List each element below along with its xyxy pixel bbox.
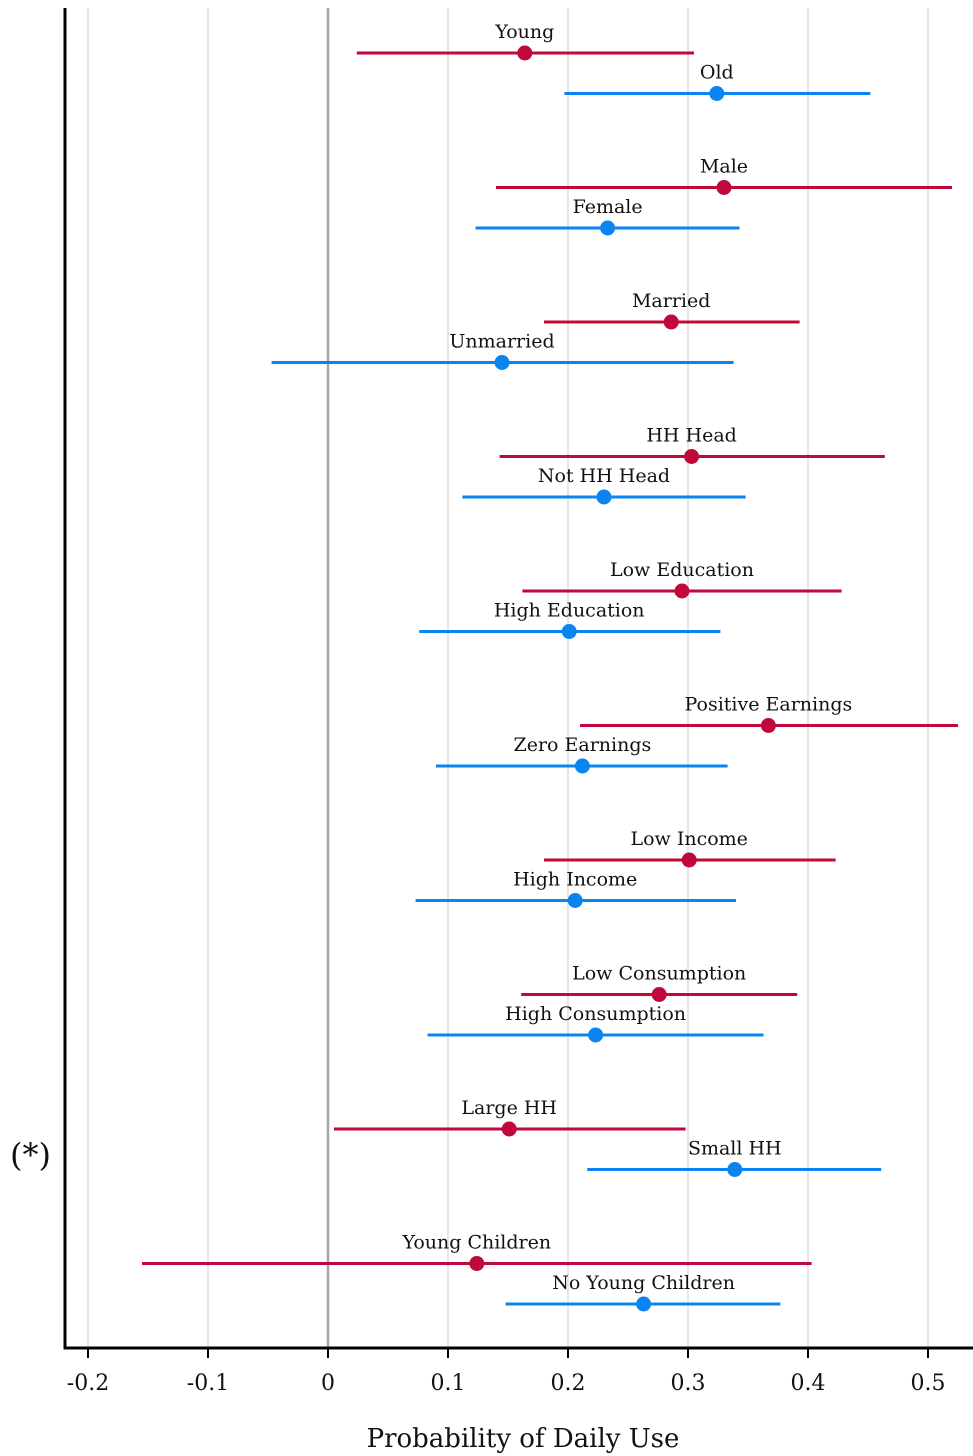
point-large-hh [501, 1121, 517, 1137]
gridlines [87, 8, 929, 1348]
tick-label-6: 0.4 [791, 1371, 826, 1396]
point-high-education [561, 624, 577, 639]
point-no-young-children [636, 1296, 652, 1312]
point-married [663, 314, 679, 330]
point-old [709, 86, 725, 101]
label-high-education: High Education [494, 600, 645, 622]
label-male: Male [700, 156, 748, 178]
point-low-education [674, 583, 690, 599]
label-unmarried: Unmarried [449, 331, 554, 353]
label-low-consumption: Low Consumption [572, 963, 746, 985]
point-low-income [681, 852, 697, 868]
tick-label-7: 0.5 [911, 1371, 946, 1396]
side-note: (*) [10, 1136, 51, 1174]
label-large-hh: Large HH [461, 1097, 557, 1119]
tick-label-1: -0.1 [187, 1371, 229, 1396]
label-low-income: Low Income [630, 828, 747, 850]
point-zero-earnings [574, 758, 590, 774]
point-young [517, 45, 533, 61]
label-female: Female [573, 196, 643, 218]
label-high-income: High Income [513, 869, 637, 891]
point-small-hh [727, 1162, 743, 1177]
tick-label-4: 0.2 [551, 1371, 586, 1396]
point-hh-head [684, 449, 700, 464]
label-married: Married [632, 290, 710, 312]
label-young: Young [494, 21, 554, 43]
tick-label-3: 0.1 [431, 1371, 466, 1396]
plot-marks: Young Old Male Female Married Unmarried HH Hea… [142, 21, 958, 1312]
point-not-hh-head [596, 489, 612, 505]
tick-label-5: 0.3 [671, 1371, 706, 1396]
point-unmarried [494, 355, 510, 370]
label-old: Old [700, 62, 734, 84]
label-no-young-children: No Young Children [552, 1272, 735, 1294]
label-zero-earnings: Zero Earnings [514, 734, 652, 756]
point-young-children [469, 1256, 485, 1271]
point-male [716, 180, 732, 195]
point-high-income [567, 893, 583, 908]
label-low-education: Low Education [610, 559, 754, 581]
label-hh-head: HH Head [646, 425, 736, 447]
label-positive-earnings: Positive Earnings [685, 694, 853, 716]
label-small-hh: Small HH [688, 1138, 782, 1160]
point-high-consumption [588, 1027, 604, 1043]
x-axis-ticks: -0.2 -0.1 0 0.1 0.2 0.3 0.4 0.5 [67, 1348, 946, 1396]
tick-label-0: -0.2 [67, 1371, 109, 1396]
point-female [600, 220, 616, 236]
label-not-hh-head: Not HH Head [538, 465, 670, 487]
x-axis-label: Probability of Daily Use [367, 1424, 680, 1454]
label-young-children: Young Children [401, 1232, 551, 1254]
point-positive-earnings [760, 718, 776, 733]
point-low-consumption [651, 987, 667, 1002]
tick-label-2: 0 [321, 1371, 335, 1396]
label-high-consumption: High Consumption [505, 1003, 686, 1025]
